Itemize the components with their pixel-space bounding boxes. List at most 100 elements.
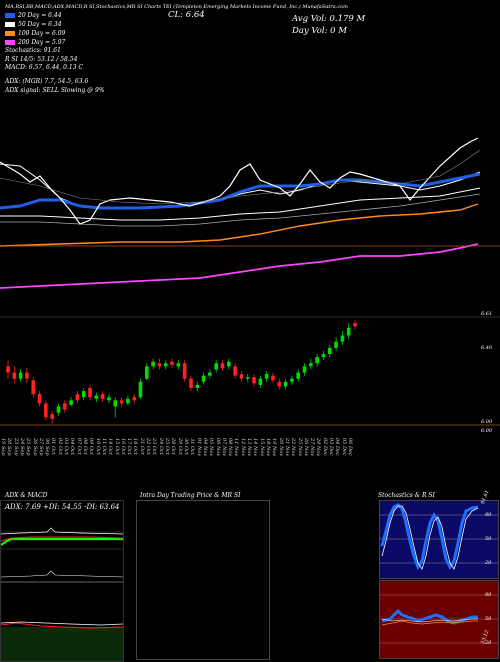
candle-down (25, 372, 29, 379)
rsi-panel: 80 50 20 53.12 (379, 580, 499, 659)
minus-di-line (1, 536, 123, 542)
ma50-swatch (5, 22, 15, 27)
rsi-line (381, 608, 478, 625)
candle-up (321, 354, 326, 358)
date-tick-label: 16 Oct (119, 438, 126, 455)
candle-up (94, 395, 99, 399)
date-tick-label: 06 Nov (214, 438, 221, 457)
date-tick-label: 21 Nov (283, 438, 290, 457)
candle-up (309, 363, 313, 367)
rsi-level-50: 50 (485, 616, 492, 622)
date-tick-label: 11 Nov (233, 438, 240, 457)
adx-panel-title: ADX & MACD (5, 492, 48, 499)
day-volume-label: Day Vol: 0 M (292, 26, 347, 36)
ma-legend-100: 100 Day = 6.09 (5, 29, 65, 38)
candle-up (163, 363, 168, 367)
ma20-line (0, 172, 481, 210)
candle-up (151, 361, 155, 367)
intraday-panel-title: Intra Day Trading Price & MR SI (140, 492, 241, 499)
date-tick-label: 29 Oct (176, 438, 183, 455)
lower-band-line (0, 187, 481, 221)
date-tick-label: 19 Nov (271, 438, 278, 457)
stochastics-panel: 80 50 20 91.61 (379, 490, 499, 579)
candle-down (37, 394, 42, 404)
indicator-readouts: Stochastics: 91.61 R SI 14/5: 53.12 / 58… (5, 47, 83, 73)
macd-panel (0, 582, 124, 662)
date-tick-label: 01 Oct (50, 438, 57, 455)
ma200-line (0, 243, 479, 289)
candle-up (176, 363, 181, 367)
adx-panel: ADX: 7.69 +DI: 54.55 -DI: 63.64 (0, 500, 124, 582)
date-tick-label: 06 Dec (347, 438, 353, 456)
date-tick-label: 14 Oct (107, 438, 114, 455)
candle-up (145, 366, 149, 379)
candle-up (18, 372, 23, 379)
adx-readouts: ADX: (MGR) 7.7, 54.5, 63.6 ADX signal: S… (5, 77, 105, 95)
stochastics-d-line (381, 505, 479, 570)
candle-up (81, 391, 86, 398)
date-tick-label: 12 Nov (239, 438, 246, 457)
date-tick-label: 23 Sep (12, 438, 19, 456)
date-tick-label: 04 Dec (334, 438, 341, 456)
candle-up (113, 400, 118, 407)
candle-down (170, 361, 174, 365)
moving-average-lines (0, 137, 481, 289)
date-tick-label: 22 Nov (290, 438, 297, 457)
ma100-line (0, 203, 479, 247)
date-tick-label: 09 Oct (88, 438, 95, 455)
date-tick-label: 15 Oct (113, 438, 120, 455)
rsi-readout: R SI 14/5: 53.12 / 58.54 (5, 55, 78, 63)
adx-signal: ADX signal: SELL Slowing @ 9% (5, 87, 105, 94)
candle-up (227, 361, 231, 367)
lower-band-line-2 (0, 193, 481, 227)
date-tick-label: 04 Oct (69, 438, 76, 455)
candle-down (233, 366, 237, 376)
adx-panel-reading: ADX: 7.69 +DI: 54.55 -DI: 63.64 (5, 503, 120, 511)
rsi-signal-line (381, 618, 478, 623)
candle-up (296, 372, 301, 379)
candle-down (189, 378, 193, 388)
candle-up (214, 363, 218, 370)
macd-signal-line (1, 622, 123, 629)
avg-volume-label: Avg Vol: 0.179 M (292, 14, 366, 24)
plus-di-line (1, 537, 123, 546)
chart-header-line: MA,RSI,BB,MACD,ADX,MACD,R SI,Stochastics… (5, 4, 348, 10)
candle-up (56, 406, 61, 413)
ma50-dotted-line (0, 149, 481, 205)
candle-down (44, 403, 48, 418)
date-tick-label: 15 Nov (258, 438, 265, 457)
stoch-level-50: 50 (485, 536, 492, 542)
stochastics-k-line (380, 503, 479, 571)
date-tick-label: 29 Nov (315, 438, 322, 457)
price-close-line (0, 137, 479, 225)
candle-up (334, 341, 338, 348)
date-tick-label: 26 Nov (302, 438, 309, 457)
stochastics-readout: Stochastics: 91.61 (5, 47, 61, 54)
candle-down (252, 377, 256, 384)
macd-main-line (1, 621, 123, 626)
candle-down (182, 363, 187, 379)
date-tick-label: 20 Nov (277, 438, 284, 457)
candle-down (31, 380, 36, 395)
candle-down (157, 363, 162, 367)
candle-up (107, 397, 111, 401)
date-tick-label: 01 Nov (195, 438, 202, 457)
price-label-top: 6.61 (481, 311, 493, 317)
candle-down (50, 414, 54, 419)
date-tick-label: 14 Nov (252, 438, 259, 457)
price-label-low: 6.00 (481, 419, 493, 425)
candle-up (340, 335, 345, 342)
macd-line-upper (1, 570, 123, 578)
candle-down (12, 372, 17, 379)
ma-legend-200: 200 Day = 5.97 (5, 38, 65, 47)
rsi-level-80: 80 (485, 592, 492, 598)
macd-histogram-area (1, 627, 123, 661)
rsi-plot (380, 594, 498, 644)
candle-down (239, 374, 244, 379)
date-tick-label: 20 Sep (6, 438, 13, 456)
ma20-swatch (5, 13, 15, 18)
candle-up (126, 398, 130, 404)
date-tick-label: 23 Oct (151, 438, 158, 455)
candle-up (258, 378, 263, 385)
candle-down (271, 375, 275, 381)
